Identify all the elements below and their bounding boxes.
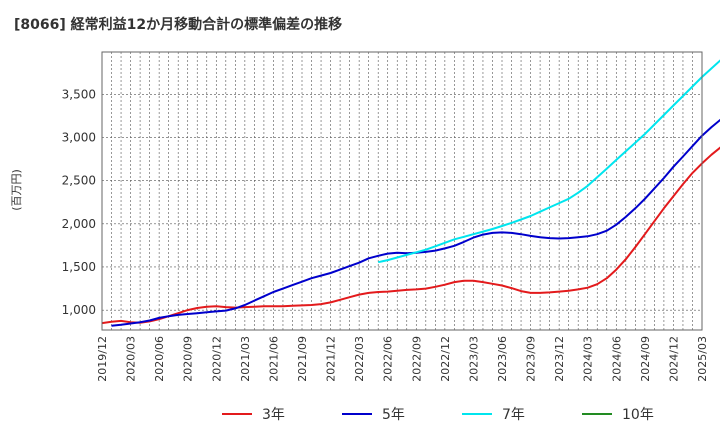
x-tick-label: 2024/09: [639, 336, 652, 382]
x-tick-label: 2023/09: [525, 336, 538, 382]
x-tick-label: 2022/03: [353, 336, 366, 382]
x-tick-label: 2025/03: [696, 336, 709, 382]
legend-label: 10年: [622, 407, 654, 423]
x-tick-label: 2022/09: [410, 336, 423, 382]
legend-label: 5年: [382, 407, 405, 423]
x-tick-label: 2022/06: [382, 336, 395, 382]
y-tick-label: 1,500: [62, 260, 96, 274]
grid: [102, 52, 702, 330]
y-axis-label: (百万円): [10, 169, 23, 211]
x-tick-label: 2024/03: [582, 336, 595, 382]
x-tick-label: 2021/12: [325, 336, 338, 382]
x-tick-label: 2023/03: [467, 336, 480, 382]
x-tick-label: 2024/06: [610, 336, 623, 382]
x-tick-label: 2021/06: [267, 336, 280, 382]
y-tick-label: 1,000: [62, 303, 96, 317]
plot-frame: [101, 51, 703, 331]
y-tick-label: 3,500: [62, 87, 96, 101]
series-lines: [101, 59, 720, 327]
x-tick-label: 2024/12: [667, 336, 680, 382]
legend-label: 7年: [502, 407, 525, 423]
y-tick-label: 3,000: [62, 130, 96, 144]
x-tick-label: 2023/06: [496, 336, 509, 382]
x-tick-label: 2019/12: [96, 336, 109, 382]
x-tick-label: 2020/12: [210, 336, 223, 382]
x-tick-label: 2021/09: [296, 336, 309, 382]
series-line: [101, 146, 720, 325]
series-line: [377, 59, 720, 264]
x-tick-label: 2020/06: [153, 336, 166, 382]
y-tick-label: 2,500: [62, 174, 96, 188]
legend: 3年 5年 7年 10年: [222, 407, 654, 423]
chart-title: [8066] 経常利益12か月移動合計の標準偏差の推移: [14, 17, 343, 33]
series-line: [111, 118, 720, 327]
y-axis-ticks: 1,000 1,500 2,000 2,500 3,000 3,500: [62, 87, 96, 317]
x-tick-label: 2022/12: [439, 336, 452, 382]
y-tick-label: 2,000: [62, 217, 96, 231]
legend-label: 3年: [262, 407, 285, 423]
x-tick-label: 2020/03: [125, 336, 138, 382]
x-axis-ticks: 2019/12 2020/03 2020/06 2020/09 2020/12 2021/…: [96, 336, 709, 382]
x-tick-label: 2020/09: [182, 336, 195, 382]
x-tick-label: 2021/03: [239, 336, 252, 382]
x-tick-label: 2023/12: [553, 336, 566, 382]
